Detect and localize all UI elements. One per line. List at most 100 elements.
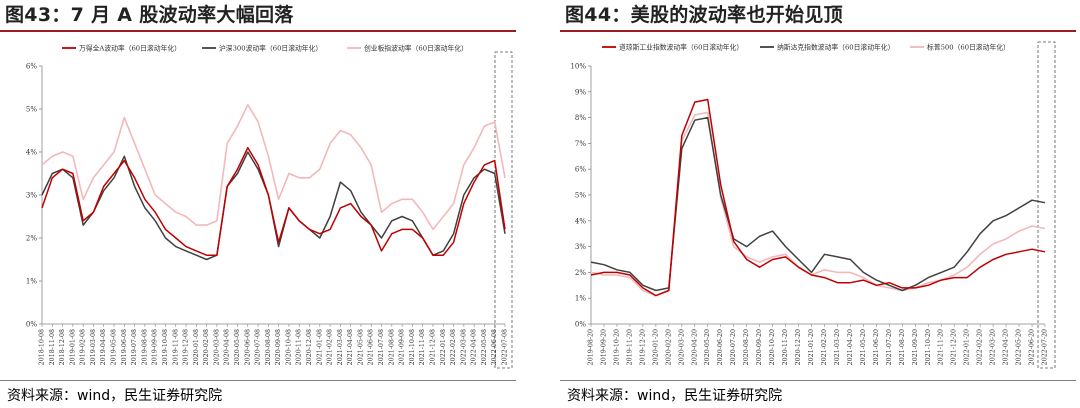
series-line (41, 151, 506, 261)
x-tick-label: 2021-10-20 (925, 329, 932, 365)
chart-title: 图43：7 月 A 股波动率大幅回落 (5, 4, 294, 26)
y-tick-label: 4% (26, 149, 37, 157)
x-tick-label: 2020-01-20 (652, 329, 659, 365)
x-tick-label: 2020-03-08 (213, 329, 220, 365)
x-tick-label: 2020-01-08 (193, 329, 200, 365)
source-rule (560, 380, 1076, 381)
x-tick-label: 2018-11-08 (49, 329, 56, 365)
x-tick-label: 2021-11-20 (938, 329, 945, 365)
x-tick-label: 2020-12-20 (795, 329, 802, 365)
x-tick-label: 2019-11-20 (626, 329, 633, 365)
x-tick-label: 2020-03-20 (678, 329, 685, 365)
x-tick-label: 2021-11-08 (419, 329, 426, 365)
series-line (41, 103, 506, 231)
y-tick-label: 2% (26, 235, 37, 243)
x-tick-label: 2020-05-08 (234, 329, 241, 365)
x-tick-label: 2022-02-08 (450, 329, 457, 365)
x-tick-label: 2020-02-08 (203, 329, 210, 365)
x-tick-label: 2021-06-20 (873, 329, 880, 365)
x-tick-label: 2020-11-20 (782, 329, 789, 365)
x-tick-label: 2020-10-08 (285, 329, 292, 365)
x-tick-label: 2018-10-08 (39, 329, 46, 365)
x-tick-label: 2020-04-08 (224, 329, 231, 365)
x-tick-label: 2021-03-08 (337, 329, 344, 365)
x-tick-label: 2021-07-20 (886, 329, 893, 365)
y-tick-label: 6% (575, 166, 586, 174)
legend-label: 纳斯达克指数波动率（60日滚动年化） (777, 43, 894, 52)
x-tick-label: 2020-10-20 (769, 329, 776, 365)
x-tick-label: 2021-08-20 (899, 329, 906, 365)
x-tick-label: 2019-05-08 (111, 329, 118, 365)
x-tick-label: 2020-02-20 (665, 329, 672, 365)
x-tick-label: 2021-02-08 (327, 329, 334, 365)
y-tick-label: 0% (575, 321, 586, 329)
x-tick-label: 2019-10-08 (162, 329, 169, 365)
x-tick-label: 2019-10-20 (613, 329, 620, 365)
highlight-box (1037, 41, 1056, 369)
x-tick-label: 2020-08-08 (265, 329, 272, 365)
x-tick-label: 2022-01-20 (964, 329, 971, 365)
x-tick-label: 2021-08-08 (388, 329, 395, 365)
x-tick-label: 2019-04-08 (100, 329, 107, 365)
x-tick-label: 2021-07-08 (378, 329, 385, 365)
y-tick-label: 7% (575, 140, 586, 148)
x-tick-label: 2020-06-08 (244, 329, 251, 365)
y-tick-label: 0% (26, 321, 37, 329)
x-tick-label: 2021-12-20 (951, 329, 958, 365)
x-tick-label: 2021-05-08 (357, 329, 364, 365)
x-tick-label: 2021-04-08 (347, 329, 354, 365)
x-tick-label: 2020-08-20 (743, 329, 750, 365)
y-tick-label: 2% (575, 269, 586, 277)
y-tick-label: 8% (575, 114, 586, 122)
x-tick-label: 2021-02-20 (821, 329, 828, 365)
x-tick-label: 2019-07-08 (131, 329, 138, 365)
x-tick-label: 2021-09-08 (399, 329, 406, 365)
title-rule (560, 30, 1076, 32)
chart-title: 图44：美股的波动率也开始见顶 (565, 4, 843, 26)
x-tick-label: 2021-10-08 (409, 329, 416, 365)
x-tick-label: 2019-08-08 (141, 329, 148, 365)
x-tick-label: 2022-07-08 (502, 329, 509, 365)
x-tick-label: 2022-07-20 (1042, 329, 1049, 365)
x-tick-label: 2021-12-08 (429, 329, 436, 365)
x-tick-label: 2021-09-20 (912, 329, 919, 365)
x-tick-label: 2020-07-20 (730, 329, 737, 365)
x-tick-label: 2022-05-08 (481, 329, 488, 365)
x-tick-label: 2020-04-20 (691, 329, 698, 365)
x-tick-label: 2018-12-08 (59, 329, 66, 365)
y-tick-label: 6% (26, 63, 37, 71)
legend-label: 创业板指波动率（60日滚动年化） (364, 44, 468, 53)
x-tick-label: 2020-11-08 (296, 329, 303, 365)
source-note: 资料来源：wind，民生证券研究院 (7, 388, 223, 404)
x-tick-label: 2021-01-08 (316, 329, 323, 365)
y-tick-label: 1% (26, 278, 37, 286)
y-tick-label: 5% (26, 106, 37, 114)
legend-label: 万得全A波动率（60日滚动年化） (79, 44, 181, 53)
x-tick-label: 2021-03-20 (834, 329, 841, 365)
x-tick-label: 2019-01-08 (69, 329, 76, 365)
x-tick-label: 2021-04-20 (847, 329, 854, 365)
x-tick-label: 2020-09-20 (756, 329, 763, 365)
chart-panel-left: 图43：7 月 A 股波动率大幅回落 0% 1% 2% 3% 4% 5% 6% 2018-10… (0, 0, 520, 408)
y-tick-label: 1% (575, 295, 586, 303)
line-chart-right: 0% 1% 2% 3% 4% 5% 6% 7% 8% 9% 10% 2019-08-20 2019-09… (570, 41, 1056, 369)
x-tick-label: 2022-03-20 (990, 329, 997, 365)
x-tick-label: 2019-12-08 (183, 329, 190, 365)
title-rule (0, 30, 516, 32)
x-tick-label: 2020-05-20 (704, 329, 711, 365)
x-tick-label: 2019-02-08 (80, 329, 87, 365)
x-tick-label: 2019-09-20 (600, 329, 607, 365)
y-tick-label: 3% (26, 192, 37, 200)
x-tick-label: 2020-07-08 (255, 329, 262, 365)
chart-panel-right: 图44：美股的波动率也开始见顶 0% 1% 2% 3% 4% 5% 6% 7% 8% 9% 10% 2… (560, 0, 1080, 408)
x-tick-label: 2021-05-20 (860, 329, 867, 365)
source-note: 资料来源：wind，民生证券研究院 (567, 388, 783, 404)
x-tick-label: 2019-12-20 (639, 329, 646, 365)
x-tick-label: 2019-06-08 (121, 329, 128, 365)
y-tick-label: 10% (570, 63, 586, 71)
x-tick-label: 2021-01-20 (808, 329, 815, 365)
x-tick-label: 2019-03-08 (90, 329, 97, 365)
legend-label: 道琼斯工业指数波动率（60日滚动年化） (619, 43, 743, 52)
x-tick-label: 2022-04-08 (471, 329, 478, 365)
series-line (590, 98, 1046, 297)
